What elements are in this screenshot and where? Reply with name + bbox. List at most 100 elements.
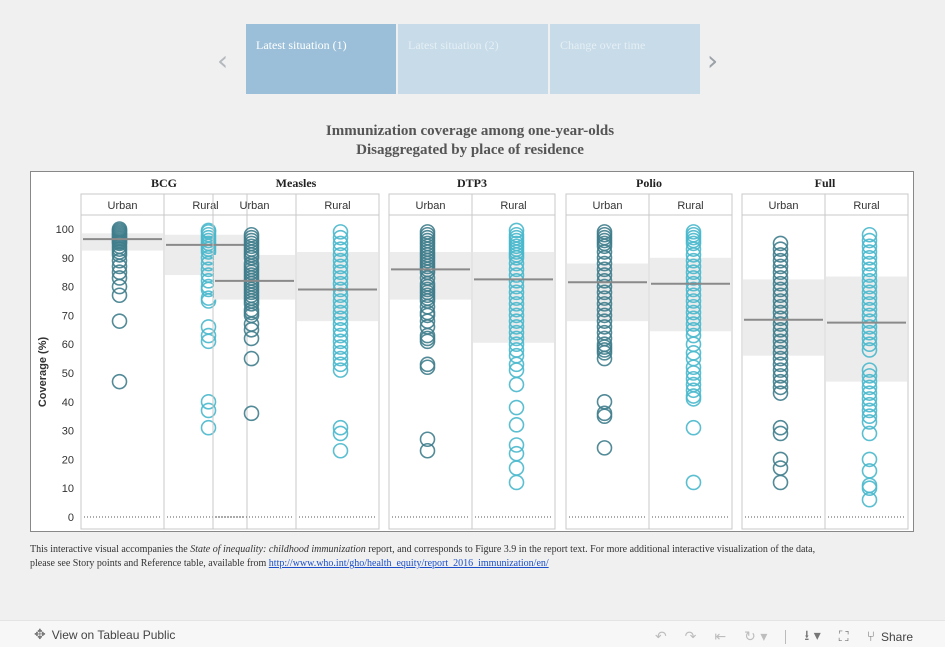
data-point: [596, 307, 613, 324]
data-point: [332, 229, 349, 246]
footnote-text-after: report, and corresponds to Figure 3.9 in…: [30, 544, 816, 569]
data-point: [332, 419, 349, 436]
data-point: [508, 301, 525, 318]
story-point-change-over-time[interactable]: Change over time: [550, 24, 700, 94]
iqr-band: [297, 252, 378, 322]
group-label: Urban: [240, 200, 270, 212]
data-point: [685, 270, 702, 286]
data-point: [861, 244, 878, 260]
data-point: [111, 287, 128, 304]
data-point: [508, 222, 525, 239]
data-point: [596, 296, 613, 312]
data-point: [861, 480, 878, 497]
data-point: [685, 235, 702, 252]
data-point: [861, 278, 878, 295]
data-point: [861, 273, 878, 289]
data-point: [772, 419, 789, 436]
panel-title: BCG: [151, 176, 177, 190]
share-icon: ⑂: [866, 629, 875, 645]
data-point: [596, 313, 613, 329]
share-label: Share: [880, 630, 913, 644]
data-point: [508, 313, 525, 329]
story-point-latest-situation-1[interactable]: Latest situation (1): [246, 24, 396, 94]
data-point: [200, 293, 217, 309]
coverage-chart[interactable]: Coverage (%) 0 10 20 30 40 50 60 70 80 90 100 BCG Urb…: [31, 172, 913, 531]
data-point: [861, 368, 878, 384]
data-point: [419, 333, 436, 350]
data-point: [772, 339, 789, 355]
share-button[interactable]: ⑂ Share: [867, 629, 913, 645]
data-point: [332, 345, 349, 361]
data-point: [772, 451, 789, 468]
data-point: [508, 255, 525, 272]
fullscreen-icon[interactable]: ⛶: [838, 629, 849, 645]
group-label: Urban: [108, 200, 138, 212]
data-point: [861, 296, 878, 312]
data-point: [111, 313, 128, 329]
data-point: [861, 330, 878, 347]
data-point: [596, 440, 613, 456]
data-point: [685, 287, 702, 304]
data-point: [772, 293, 789, 309]
y-tick-label: 0: [68, 512, 74, 524]
view-on-tableau-public-button[interactable]: ✥ View on Tableau Public: [34, 627, 175, 643]
data-point: [419, 359, 436, 376]
data-point: [861, 491, 878, 508]
data-point: [685, 258, 702, 275]
data-point: [861, 402, 878, 419]
data-point: [332, 264, 349, 280]
footnote-report-title: State of inequality: childhood immunizat…: [190, 544, 366, 555]
previous-story-point-arrow-icon[interactable]: ‹: [217, 44, 229, 77]
data-point: [332, 339, 349, 355]
data-point: [200, 327, 217, 344]
data-point: [111, 247, 128, 263]
data-point: [332, 316, 349, 332]
chart-subtitle: Disaggregated by place of residence: [356, 142, 584, 158]
data-point: [772, 362, 789, 378]
data-point: [685, 370, 702, 387]
story-navigation: ‹ Latest situation (1) Latest situation …: [217, 24, 737, 94]
story-point-label: Latest situation (2): [408, 38, 499, 52]
refresh-icon[interactable]: ↻ ▾: [744, 629, 768, 645]
data-point: [685, 304, 702, 321]
footnote-link[interactable]: http://www.who.int/gho/health_equity/rep…: [268, 558, 549, 569]
data-point: [332, 327, 349, 344]
y-tick-label: 10: [62, 483, 74, 495]
group-label: Urban: [416, 200, 446, 212]
data-point: [508, 296, 525, 312]
revert-icon[interactable]: ⇤: [714, 629, 727, 645]
story-point-latest-situation-2[interactable]: Latest situation (2): [398, 24, 548, 94]
download-icon[interactable]: ⭳ ▾: [804, 628, 821, 644]
data-point: [772, 327, 789, 344]
data-point: [508, 376, 525, 393]
data-point: [332, 287, 349, 304]
data-point: [332, 310, 349, 327]
data-point: [861, 373, 878, 390]
data-point: [508, 250, 525, 266]
redo-icon[interactable]: ↷: [684, 629, 697, 645]
data-point: [508, 319, 525, 335]
data-point: [685, 474, 702, 491]
group-label: Rural: [500, 200, 526, 212]
data-point: [861, 284, 878, 301]
data-point: [200, 402, 217, 419]
y-tick-label: 90: [62, 253, 74, 265]
data-point: [861, 379, 878, 396]
data-point: [332, 258, 349, 275]
data-point: [685, 365, 702, 381]
data-point: [861, 385, 878, 401]
data-point: [332, 350, 349, 367]
data-point: [596, 278, 613, 295]
data-point: [861, 232, 878, 249]
data-point: [685, 247, 702, 263]
data-point: [772, 425, 789, 442]
group-label: Rural: [677, 200, 703, 212]
y-tick-label: 100: [56, 224, 74, 236]
next-story-point-arrow-icon[interactable]: ›: [707, 44, 719, 77]
data-point: [772, 322, 789, 338]
data-point: [861, 238, 878, 255]
data-point: [861, 324, 878, 341]
data-point: [508, 261, 525, 278]
data-point: [332, 322, 349, 338]
undo-icon[interactable]: ↶: [654, 629, 667, 645]
